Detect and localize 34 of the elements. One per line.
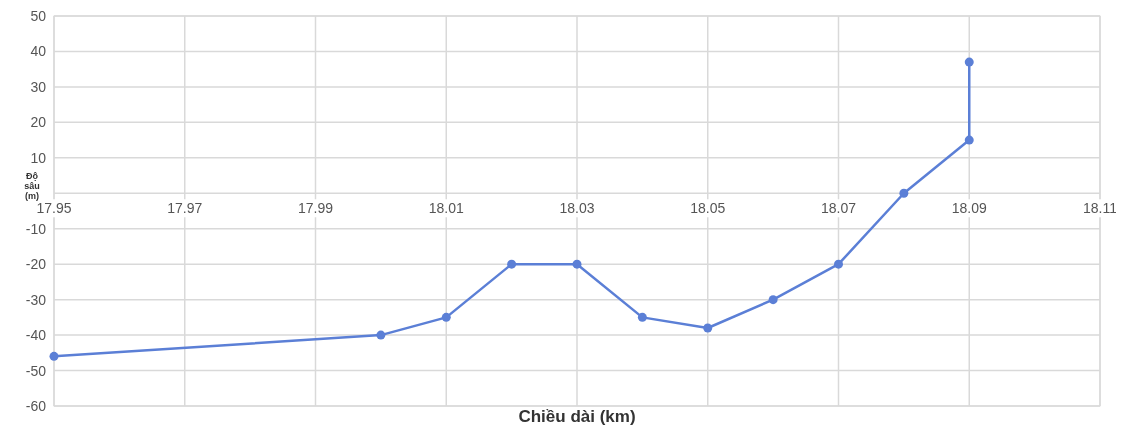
y-tick-label: 20 xyxy=(30,114,47,131)
x-tick-label: 18.05 xyxy=(690,200,726,217)
y-tick-label: -60 xyxy=(25,398,47,414)
x-tick-label: 18.07 xyxy=(820,200,857,217)
x-tick-label: 18.03 xyxy=(559,200,595,217)
y-tick-label: 40 xyxy=(30,43,47,60)
x-tick-label: 17.99 xyxy=(297,200,334,217)
x-tick-label: 17.97 xyxy=(167,200,203,217)
y-tick-label: -20 xyxy=(25,256,47,273)
y-tick-label: 30 xyxy=(30,78,47,95)
y-tick-label: -40 xyxy=(25,327,47,344)
point xyxy=(376,330,386,340)
point xyxy=(964,57,974,67)
point xyxy=(899,188,909,198)
point xyxy=(572,259,582,269)
x-tick-label: 18.11 xyxy=(1083,200,1118,217)
y-axis-title: Độ sâu (m) xyxy=(24,171,40,202)
y-tick-label: 10 xyxy=(30,149,47,166)
point xyxy=(49,351,59,361)
point xyxy=(703,323,713,333)
point xyxy=(834,259,843,269)
y-tick-label: -10 xyxy=(25,220,47,237)
y-tick-label: -50 xyxy=(25,362,47,379)
y-tick-label: 50 xyxy=(30,8,47,24)
y-tick-label: -30 xyxy=(25,291,47,308)
x-tick-label: 18.09 xyxy=(951,200,987,217)
x-axis-title: Chiều dài (km) xyxy=(518,407,636,426)
point xyxy=(507,259,517,269)
point xyxy=(768,295,778,305)
point xyxy=(441,312,451,322)
x-tick-label: 17.95 xyxy=(36,200,72,217)
point xyxy=(637,312,647,322)
point xyxy=(964,135,974,145)
x-tick-label: 18.01 xyxy=(428,200,464,217)
